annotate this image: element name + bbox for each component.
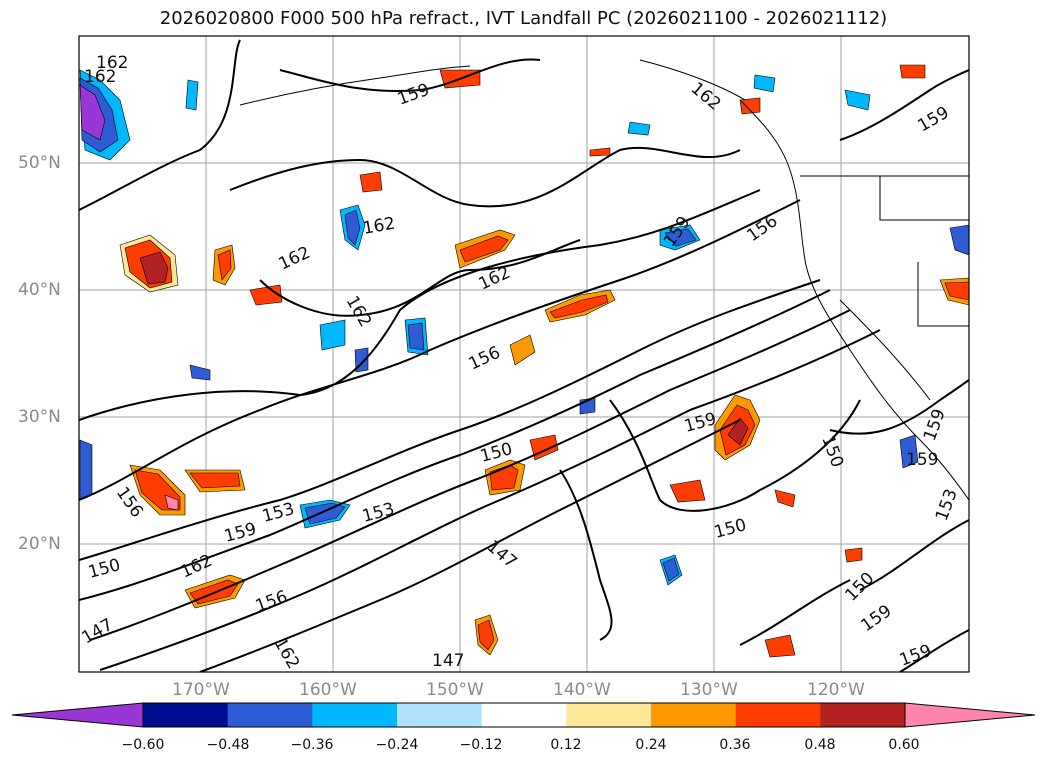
colorbar-segment	[312, 703, 398, 727]
colorbar-segment	[227, 703, 313, 727]
map-frame	[78, 35, 970, 673]
lon-label-130w: 130°W	[680, 680, 738, 700]
coastlines	[239, 59, 969, 501]
colorbar-max-extension	[904, 702, 1036, 728]
colorbar-tick-label: 0.12	[550, 737, 582, 753]
colorbar-tick-label: 0.60	[888, 737, 920, 753]
lon-label-150w: 150°W	[426, 680, 484, 700]
map-title: 2026020800 F000 500 hPa refract., IVT La…	[159, 8, 888, 29]
lon-label-120w: 120°W	[807, 680, 865, 700]
colorbar-segment	[566, 703, 652, 727]
colorbar-segment	[735, 703, 821, 727]
lat-label-50: 50°N	[18, 153, 61, 173]
colorbar-tick-label: −0.12	[459, 737, 503, 753]
contour-label: 162	[84, 67, 116, 87]
colorbar-tick-label: 0.24	[635, 737, 667, 753]
grid-lines	[79, 36, 969, 672]
colorbar-segment	[820, 703, 906, 727]
colorbar	[11, 702, 1036, 728]
colorbar-segment	[481, 703, 567, 727]
colorbar-min-extension	[11, 702, 144, 728]
contour-label: 159	[906, 450, 938, 470]
lon-label-160w: 160°W	[299, 680, 357, 700]
lat-label-30: 30°N	[18, 407, 61, 427]
contour-label: 162	[96, 53, 128, 73]
lat-label-20: 20°N	[18, 534, 61, 554]
colorbar-tick-label: 0.36	[719, 737, 751, 753]
colorbar-tick-label: −0.24	[375, 737, 419, 753]
colorbar-tick-label: −0.60	[121, 737, 165, 753]
colorbar-segment	[143, 703, 229, 727]
lon-label-140w: 140°W	[553, 680, 611, 700]
colorbar-tick-label: −0.48	[206, 737, 250, 753]
colorbar-segment	[651, 703, 737, 727]
colorbar-tick-label: 0.48	[804, 737, 836, 753]
colorbar-tick-label: −0.36	[290, 737, 334, 753]
contour-label: 147	[432, 651, 464, 671]
height-contours	[79, 39, 969, 672]
lat-label-40: 40°N	[18, 280, 61, 300]
colorbar-frame	[142, 702, 906, 728]
colorbar-segment	[397, 703, 483, 727]
lon-label-170w: 170°W	[172, 680, 230, 700]
